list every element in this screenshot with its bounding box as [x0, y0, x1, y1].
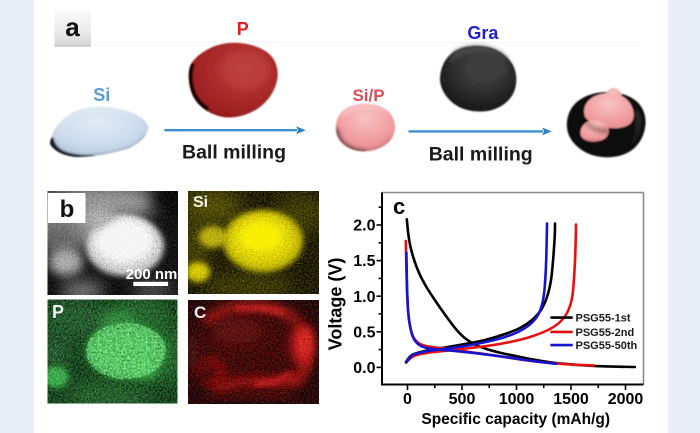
svg-text:P: P — [237, 19, 249, 39]
svg-text:0.5: 0.5 — [353, 324, 375, 341]
svg-text:1500: 1500 — [553, 391, 589, 408]
svg-text:0: 0 — [403, 391, 412, 408]
svg-text:Ball milling: Ball milling — [429, 144, 533, 166]
svg-text:Si/P: Si/P — [352, 86, 384, 105]
svg-text:Si: Si — [193, 194, 208, 211]
svg-text:Specific capacity (mAh/g): Specific capacity (mAh/g) — [421, 411, 610, 428]
svg-text:200 nm: 200 nm — [126, 266, 178, 283]
svg-text:Voltage (V): Voltage (V) — [326, 258, 346, 351]
svg-text:c: c — [393, 194, 405, 219]
svg-text:PSG55-50th: PSG55-50th — [576, 340, 638, 352]
svg-text:Ball milling: Ball milling — [182, 142, 286, 164]
svg-text:500: 500 — [449, 391, 476, 408]
svg-text:1.5: 1.5 — [353, 253, 375, 270]
svg-text:1.0: 1.0 — [353, 289, 375, 306]
svg-text:PSG55-1st: PSG55-1st — [576, 313, 631, 325]
svg-text:2000: 2000 — [608, 391, 644, 408]
svg-text:C: C — [194, 303, 206, 322]
svg-text:Gra: Gra — [467, 23, 499, 43]
svg-text:P: P — [52, 302, 64, 322]
svg-text:2.0: 2.0 — [353, 218, 375, 235]
svg-text:Si: Si — [93, 85, 110, 105]
svg-text:PSG55-2nd: PSG55-2nd — [576, 327, 635, 339]
svg-text:1000: 1000 — [499, 391, 535, 408]
svg-text:a: a — [65, 12, 80, 42]
svg-text:0.0: 0.0 — [353, 360, 375, 377]
svg-text:b: b — [60, 196, 75, 223]
